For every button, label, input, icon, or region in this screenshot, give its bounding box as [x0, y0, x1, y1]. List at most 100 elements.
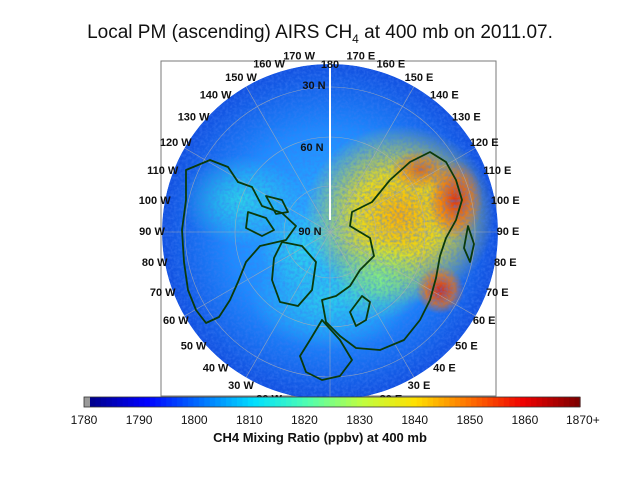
lon-label-east: 100 E — [491, 195, 520, 207]
meridian-line — [245, 231, 331, 378]
colorbar-swatch — [531, 397, 538, 407]
lon-label-west: 70 W — [150, 287, 176, 299]
lon-label-west: 160 W — [253, 59, 285, 71]
lon-label-west: 90 W — [139, 226, 165, 238]
colorbar-swatch — [498, 397, 505, 407]
lon-label-east: 70 E — [486, 287, 509, 299]
colorbar-swatch — [482, 397, 489, 407]
lat-label: 30 N — [302, 80, 325, 92]
colorbar-swatch — [209, 397, 216, 407]
colorbar-tick-label: 1850 — [456, 413, 483, 427]
colorbar-swatch — [416, 397, 423, 407]
colorbar-swatch — [198, 397, 205, 407]
colorbar-swatch — [226, 397, 233, 407]
colorbar-swatch — [122, 397, 129, 407]
colorbar-tick-label: 1800 — [181, 413, 208, 427]
coastline-eurasia — [321, 151, 463, 351]
colorbar-swatch — [193, 397, 200, 407]
colorbar-swatch — [536, 397, 543, 407]
colorbar-swatch — [503, 397, 510, 407]
colorbar-swatch — [144, 397, 151, 407]
colorbar-swatch — [552, 397, 559, 407]
lon-label-east: 50 E — [455, 340, 478, 352]
colorbar-swatch — [411, 397, 418, 407]
colorbar-swatch — [405, 397, 412, 407]
lon-label-east: 60 E — [473, 315, 496, 327]
colorbar-ticks: 1780 1790 1800 1810 1820 1830 1840 1850 1860 1870… — [71, 413, 600, 427]
colorbar-swatch — [422, 397, 429, 407]
coastline-europe — [299, 319, 353, 381]
colorbar-swatch — [307, 397, 314, 407]
meridian-line — [329, 147, 476, 233]
title-prefix: Local PM (ascending) AIRS CH — [87, 22, 353, 43]
colorbar-swatch — [569, 397, 576, 407]
lon-label-west: 120 W — [160, 137, 192, 149]
lon-label-east: 140 E — [430, 90, 459, 102]
colorbar-swatch — [471, 397, 478, 407]
colorbar-swatch — [492, 397, 499, 407]
colorbar-swatch — [166, 397, 173, 407]
colorbar-swatch — [356, 397, 363, 407]
colorbar-swatch — [106, 397, 113, 407]
coastline-canadian-archipelago — [245, 195, 289, 237]
lon-label-180: 180 — [321, 59, 339, 71]
colorbar-swatch — [204, 397, 211, 407]
map-labels: 10 E20 E30 E40 E50 E60 E70 E80 E90 E100 … — [139, 51, 520, 400]
colorbar-swatch — [389, 397, 396, 407]
lon-label-east: 90 E — [497, 226, 520, 238]
colorbar-swatch — [155, 397, 162, 407]
colorbar-swatch — [438, 397, 445, 407]
lon-label-west: 130 W — [178, 112, 210, 124]
colorbar-tick-label: 1790 — [126, 413, 153, 427]
meridian-line — [184, 231, 331, 317]
lon-label-east: 160 E — [377, 59, 406, 71]
colorbar-tick-label: 1870+ — [566, 413, 600, 427]
colorbar-ramp — [84, 397, 581, 407]
colorbar-swatch — [574, 397, 581, 407]
colorbar-swatch — [324, 397, 331, 407]
colorbar-swatch — [362, 397, 369, 407]
lon-label-west: 100 W — [139, 195, 171, 207]
coastline-north-america — [181, 159, 297, 324]
colorbar-swatch — [286, 397, 293, 407]
lon-label-east: 150 E — [405, 72, 434, 84]
lon-label-east: 110 E — [483, 165, 511, 177]
colorbar-swatch — [269, 397, 276, 407]
lon-label-east: 40 E — [433, 362, 456, 374]
colorbar-swatch — [264, 397, 271, 407]
coastline-greenland — [271, 241, 317, 307]
colorbar-swatch — [427, 397, 434, 407]
colorbar-swatch — [220, 397, 227, 407]
colorbar-swatch — [139, 397, 146, 407]
coastlines — [181, 151, 475, 381]
colorbar-label: CH4 Mixing Ratio (ppbv) at 400 mb — [213, 430, 427, 445]
colorbar-swatch — [558, 397, 565, 407]
lon-label-west: 170 W — [283, 51, 315, 63]
colorbar-swatch — [454, 397, 461, 407]
colorbar-swatch — [547, 397, 554, 407]
colorbar-swatch — [340, 397, 347, 407]
colorbar-tick-label: 1780 — [71, 413, 98, 427]
meridian-line — [329, 231, 415, 378]
meridian-line — [329, 231, 476, 317]
lon-label-west: 50 W — [181, 340, 207, 352]
colorbar-swatch — [329, 397, 336, 407]
polar-map: 10 E20 E30 E40 E50 E60 E70 E80 E90 E100 … — [139, 51, 520, 400]
colorbar-swatch — [95, 397, 102, 407]
colorbar-swatch — [449, 397, 456, 407]
colorbar-swatch — [258, 397, 265, 407]
colorbar-swatch — [291, 397, 298, 407]
colorbar-swatch — [465, 397, 472, 407]
colorbar: 1780 1790 1800 1810 1820 1830 1840 1850 1860 1870… — [71, 396, 600, 427]
colorbar-swatch — [182, 397, 189, 407]
colorbar-swatch — [563, 397, 570, 407]
colorbar-swatch — [525, 397, 532, 407]
lon-label-east: 30 E — [408, 380, 431, 392]
coastline-sakhalin — [463, 225, 475, 263]
colorbar-swatch — [433, 397, 440, 407]
colorbar-swatch — [171, 397, 178, 407]
colorbar-swatch — [313, 397, 320, 407]
lon-label-west: 150 W — [225, 72, 257, 84]
lon-label-west: 110 W — [147, 165, 179, 177]
colorbar-swatch — [188, 397, 195, 407]
